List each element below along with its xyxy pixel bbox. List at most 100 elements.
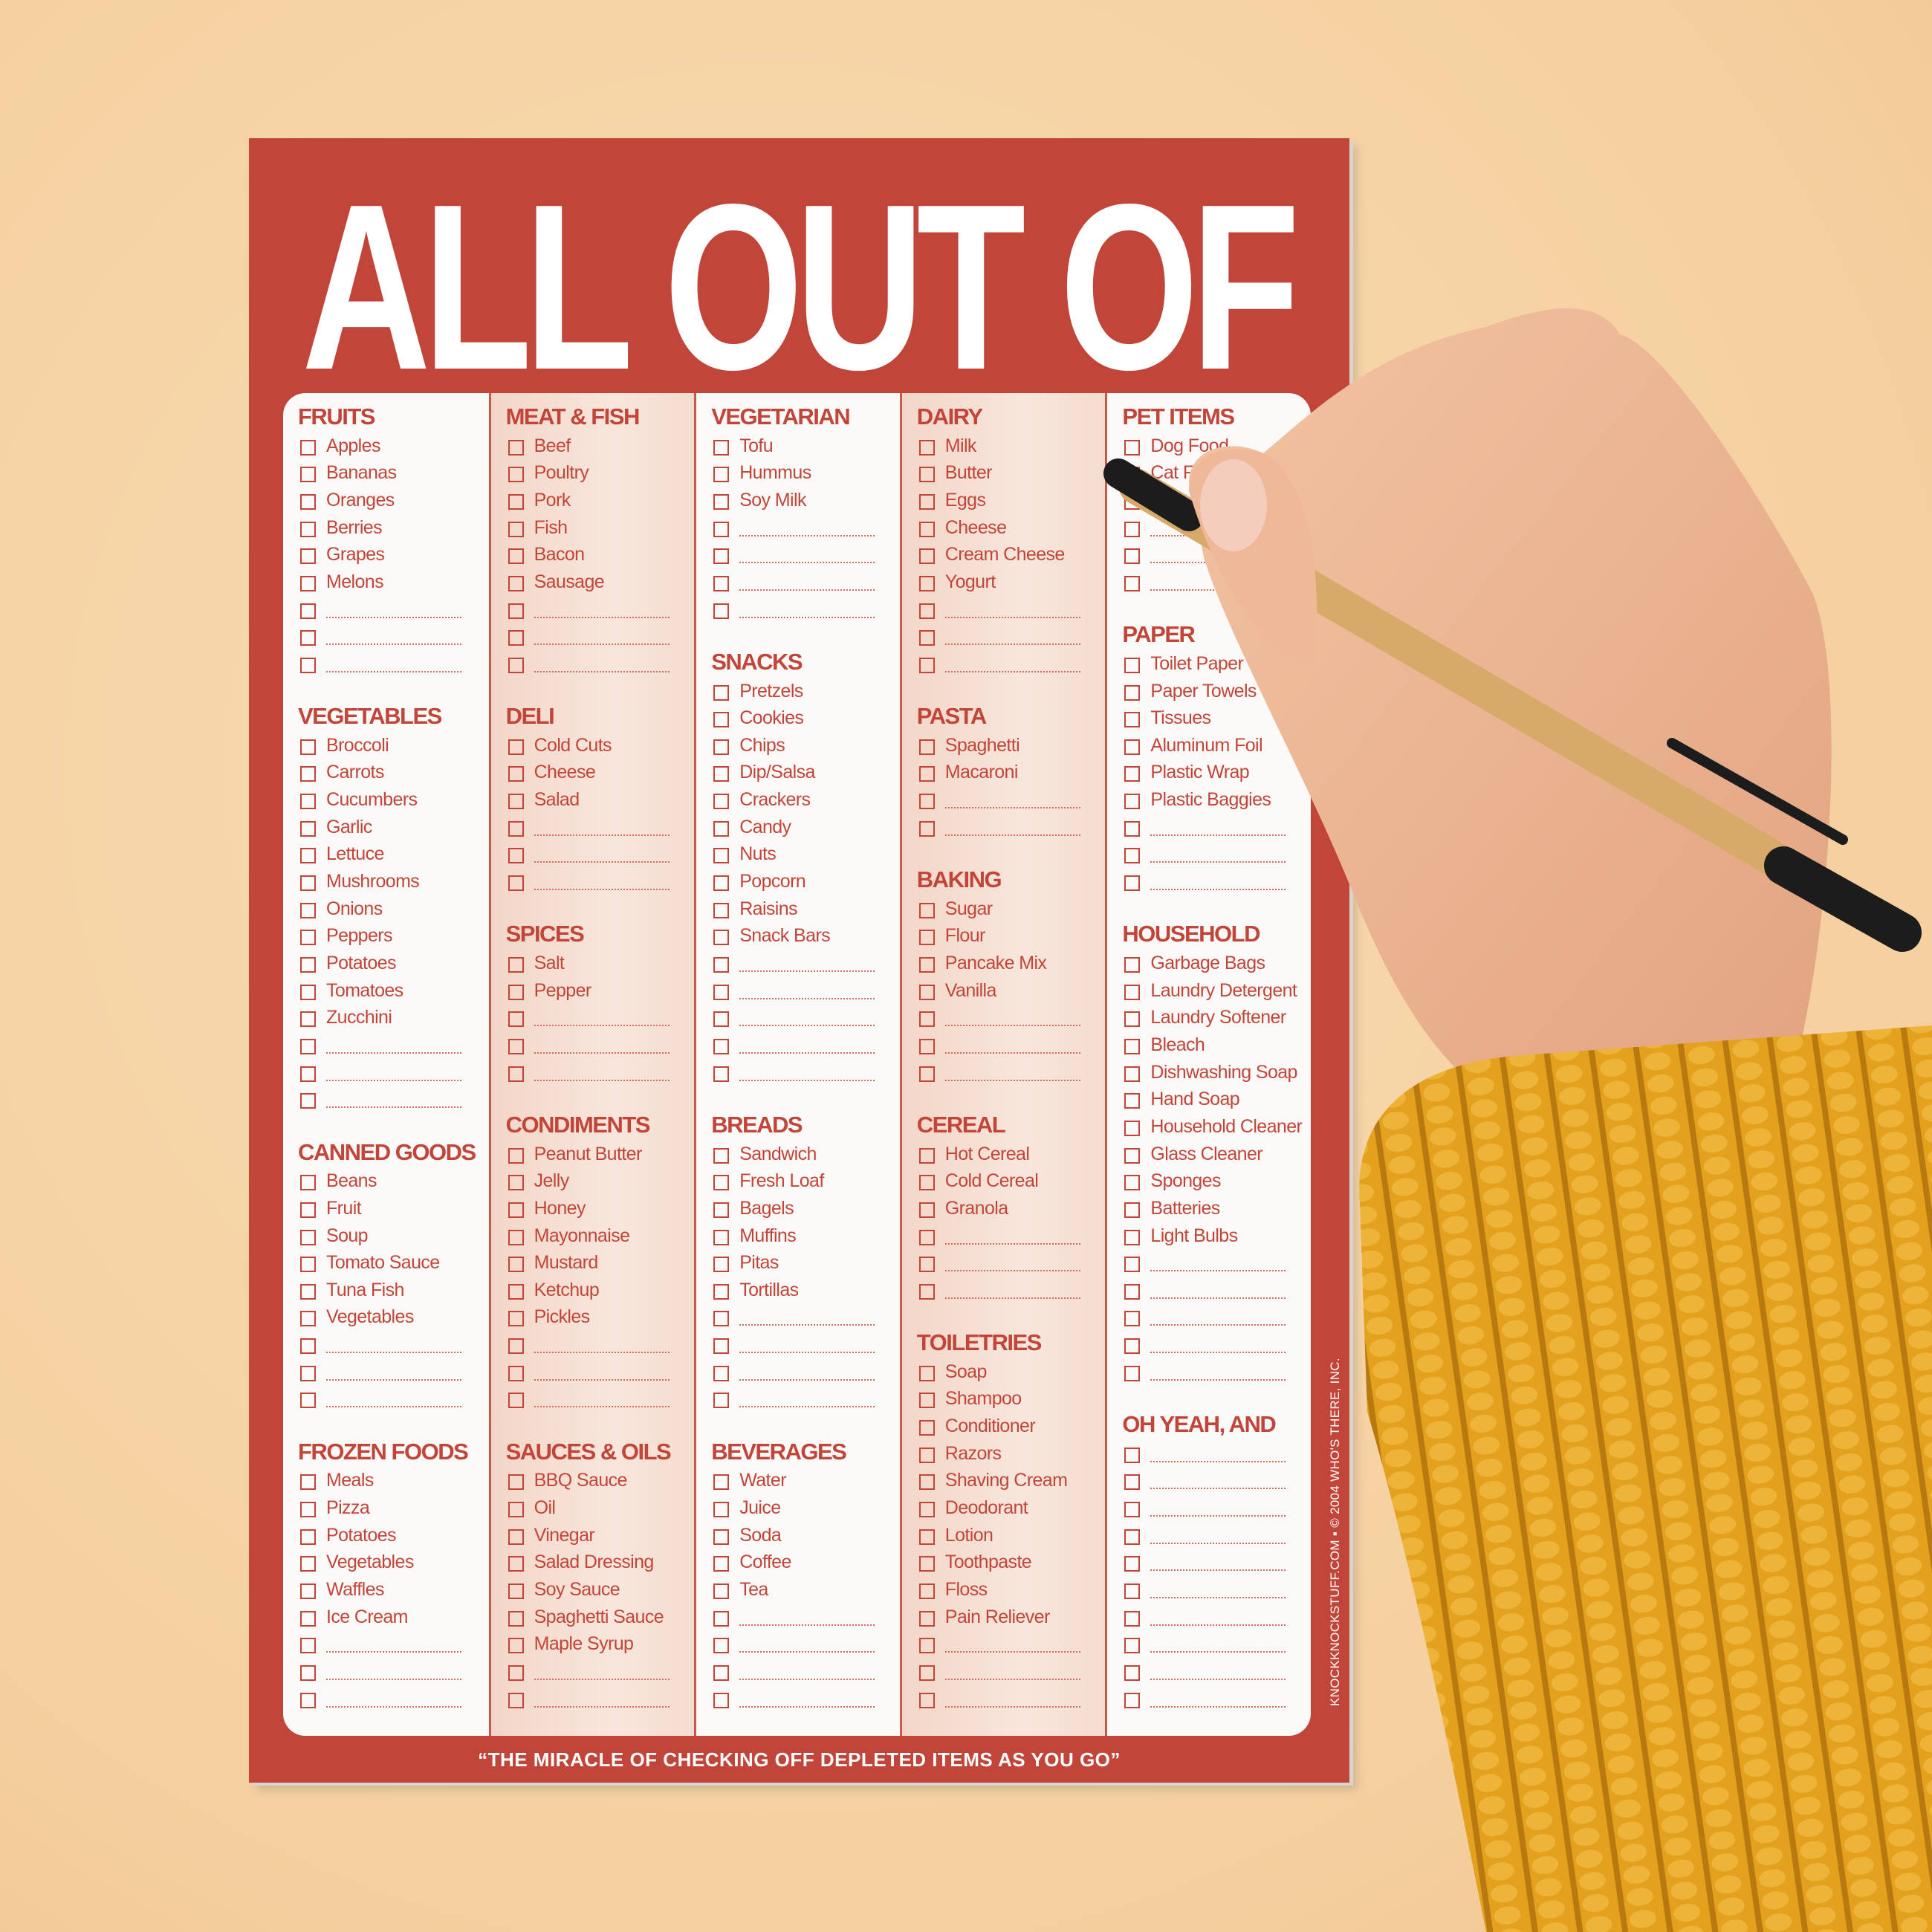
list-item[interactable]: Potatoes [283,951,488,978]
blank-list-item[interactable] [283,1033,488,1060]
checkbox[interactable] [918,1420,935,1436]
list-item[interactable]: Bagels [696,1196,901,1223]
checkbox[interactable] [300,1692,316,1708]
checkbox[interactable] [300,467,316,483]
list-item[interactable]: Candy [696,815,901,842]
list-item[interactable]: Tomatoes [283,979,488,1005]
list-item[interactable]: Plastic Baggies [1107,788,1311,814]
checkbox[interactable] [300,439,316,456]
list-item[interactable]: Waffles [283,1578,488,1604]
list-item[interactable]: Spaghetti Sauce [491,1605,696,1632]
write-in-line[interactable] [326,1378,461,1381]
list-item[interactable]: Sponges [1107,1169,1311,1196]
checkbox[interactable] [1124,1502,1141,1517]
blank-list-item[interactable] [696,1632,901,1659]
checkbox[interactable] [1124,1638,1141,1654]
blank-list-item[interactable] [491,1060,696,1087]
write-in-line[interactable] [534,670,670,672]
checkbox[interactable] [300,1202,316,1218]
write-in-line[interactable] [739,1051,875,1054]
blank-list-item[interactable] [902,1659,1107,1686]
checkbox[interactable] [300,1066,316,1082]
write-in-line[interactable] [739,1025,875,1027]
checkbox[interactable] [300,1175,316,1191]
blank-list-item[interactable] [902,597,1107,624]
checkbox[interactable] [508,1283,524,1300]
checkbox[interactable] [1124,1202,1141,1218]
blank-list-item[interactable] [491,1360,696,1387]
write-in-line[interactable] [1150,1324,1286,1326]
checkbox[interactable] [918,739,935,755]
list-item[interactable]: Raisins [696,897,901,924]
list-item[interactable]: Glass Cleaner [1107,1142,1311,1169]
checkbox[interactable] [713,1529,730,1545]
blank-list-item[interactable] [283,652,488,678]
write-in-line[interactable] [944,1025,1080,1027]
checkbox[interactable] [1124,684,1141,701]
blank-list-item[interactable] [902,1033,1107,1060]
list-item[interactable]: BBQ Sauce [491,1468,696,1495]
write-in-line[interactable] [739,1678,875,1680]
checkbox[interactable] [300,930,316,946]
checkbox[interactable] [300,603,316,619]
checkbox[interactable] [713,875,730,892]
write-in-line[interactable] [326,1678,461,1680]
checkbox[interactable] [1124,1583,1141,1599]
checkbox[interactable] [508,1365,524,1381]
checkbox[interactable] [918,603,935,619]
list-item[interactable]: Granola [902,1196,1107,1223]
write-in-line[interactable] [534,1025,670,1027]
list-item[interactable]: Bananas [283,461,488,487]
checkbox[interactable] [713,1147,730,1164]
list-item[interactable]: Cold Cuts [491,733,696,760]
checkbox[interactable] [713,1692,730,1708]
checkbox[interactable] [508,820,524,837]
list-item[interactable]: Peppers [283,924,488,950]
blank-list-item[interactable] [491,597,696,624]
checkbox[interactable] [300,575,316,591]
list-item[interactable]: Berries [283,516,488,542]
list-item[interactable]: Lettuce [283,842,488,869]
list-item[interactable]: Dishwashing Soap [1107,1060,1311,1087]
list-item[interactable]: Cream Cheese [902,542,1107,569]
list-item[interactable]: Coffee [696,1550,901,1577]
list-item[interactable]: Melons [283,570,488,597]
checkbox[interactable] [918,467,935,483]
checkbox[interactable] [300,902,316,918]
checkbox[interactable] [918,1610,935,1627]
list-item[interactable]: Cheese [491,760,696,787]
checkbox[interactable] [918,1229,935,1245]
list-item[interactable]: Tuna Fish [283,1278,488,1305]
write-in-line[interactable] [944,670,1080,672]
write-in-line[interactable] [534,1678,670,1680]
checkbox[interactable] [300,1283,316,1300]
list-item[interactable]: Salt [491,951,696,978]
write-in-line[interactable] [1150,1352,1286,1354]
list-item[interactable]: Soup [283,1224,488,1251]
checkbox[interactable] [713,439,730,456]
list-item[interactable]: Fish [491,516,696,542]
checkbox[interactable] [1124,1257,1141,1273]
blank-list-item[interactable] [1107,869,1311,896]
checkbox[interactable] [713,1229,730,1245]
checkbox[interactable] [508,739,524,755]
write-in-line[interactable] [944,834,1080,836]
list-item[interactable]: Fruit [283,1196,488,1223]
blank-list-item[interactable] [696,1687,901,1714]
write-in-line[interactable] [944,1051,1080,1054]
write-in-line[interactable] [739,1378,875,1381]
checkbox[interactable] [1124,1556,1141,1572]
write-in-line[interactable] [534,1352,670,1354]
blank-list-item[interactable] [902,1005,1107,1032]
checkbox[interactable] [300,875,316,892]
list-item[interactable]: Mustard [491,1251,696,1277]
blank-list-item[interactable] [696,1605,901,1632]
write-in-line[interactable] [739,562,875,564]
write-in-line[interactable] [739,970,875,972]
checkbox[interactable] [713,930,730,946]
checkbox[interactable] [1124,1175,1141,1191]
write-in-line[interactable] [739,616,875,618]
list-item[interactable]: Cheese [902,516,1107,542]
blank-list-item[interactable] [1107,1523,1311,1550]
blank-list-item[interactable] [1107,1550,1311,1577]
